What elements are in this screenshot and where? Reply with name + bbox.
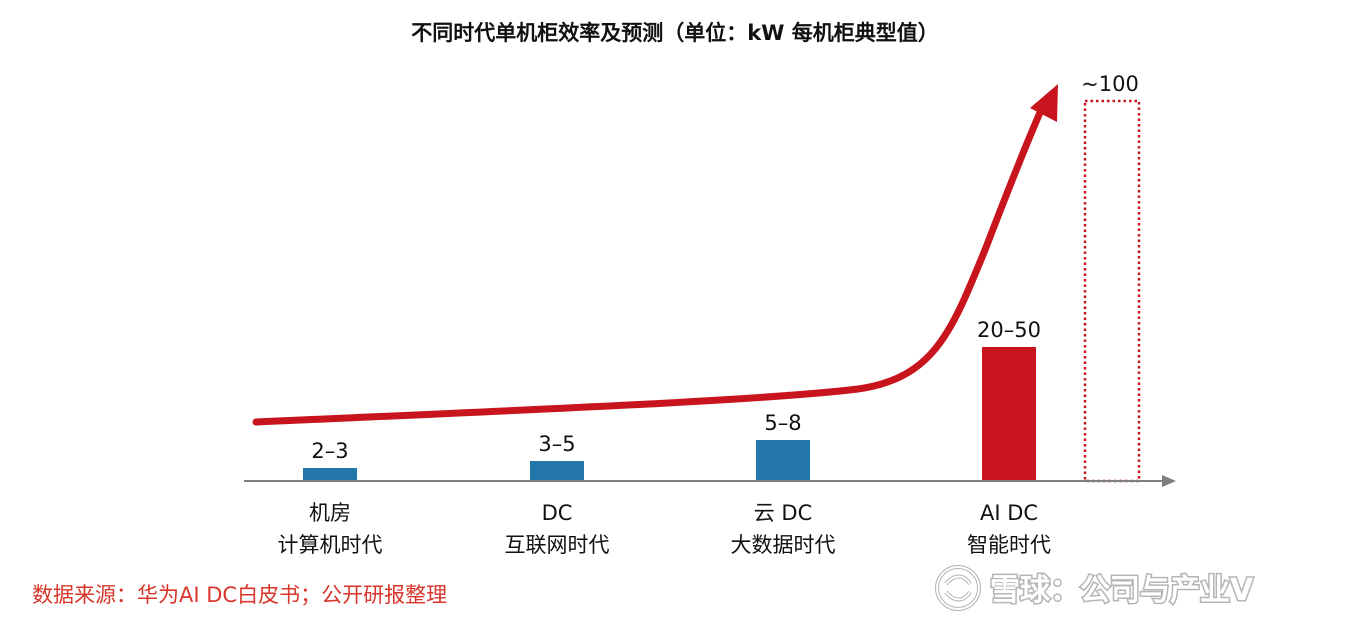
bar-value-label: 20–50 [977,318,1041,342]
category-sublabel: 大数据时代 [731,533,836,557]
trend-layer [252,84,1058,426]
bar-value-label: 5–8 [764,411,801,435]
category-sublabel: 互联网时代 [505,533,610,557]
bars-layer [303,99,1141,483]
x-axis-arrowhead [1162,475,1176,487]
bar-value-label: ~100 [1081,72,1139,96]
category-label: DC [542,501,573,525]
bar-value-label: 3–5 [538,432,575,456]
chart-title: 不同时代单机柜效率及预测（单位：kW 每机柜典型值） [411,21,938,45]
bar-forecast [1083,99,1141,483]
source-note: 数据来源：华为AI DC白皮书；公开研报整理 [32,583,447,607]
bar [303,468,357,481]
bar [982,347,1036,481]
category-label: 云 DC [754,501,813,525]
snowball-logo-icon [935,565,981,611]
watermark-text: 雪球：公司与产业V [990,573,1254,608]
category-sublabel: 计算机时代 [278,533,383,557]
trend-curve [252,104,1046,426]
axis-layer [244,475,1176,487]
category-sublabel: 智能时代 [967,533,1051,557]
category-label: 机房 [309,501,351,525]
bar [530,461,584,481]
category-label: AI DC [980,501,1038,525]
bar [756,440,810,481]
bar-value-label: 2–3 [311,439,348,463]
trend-arrowhead [1030,84,1058,122]
watermark: 雪球：公司与产业V [935,565,1255,611]
